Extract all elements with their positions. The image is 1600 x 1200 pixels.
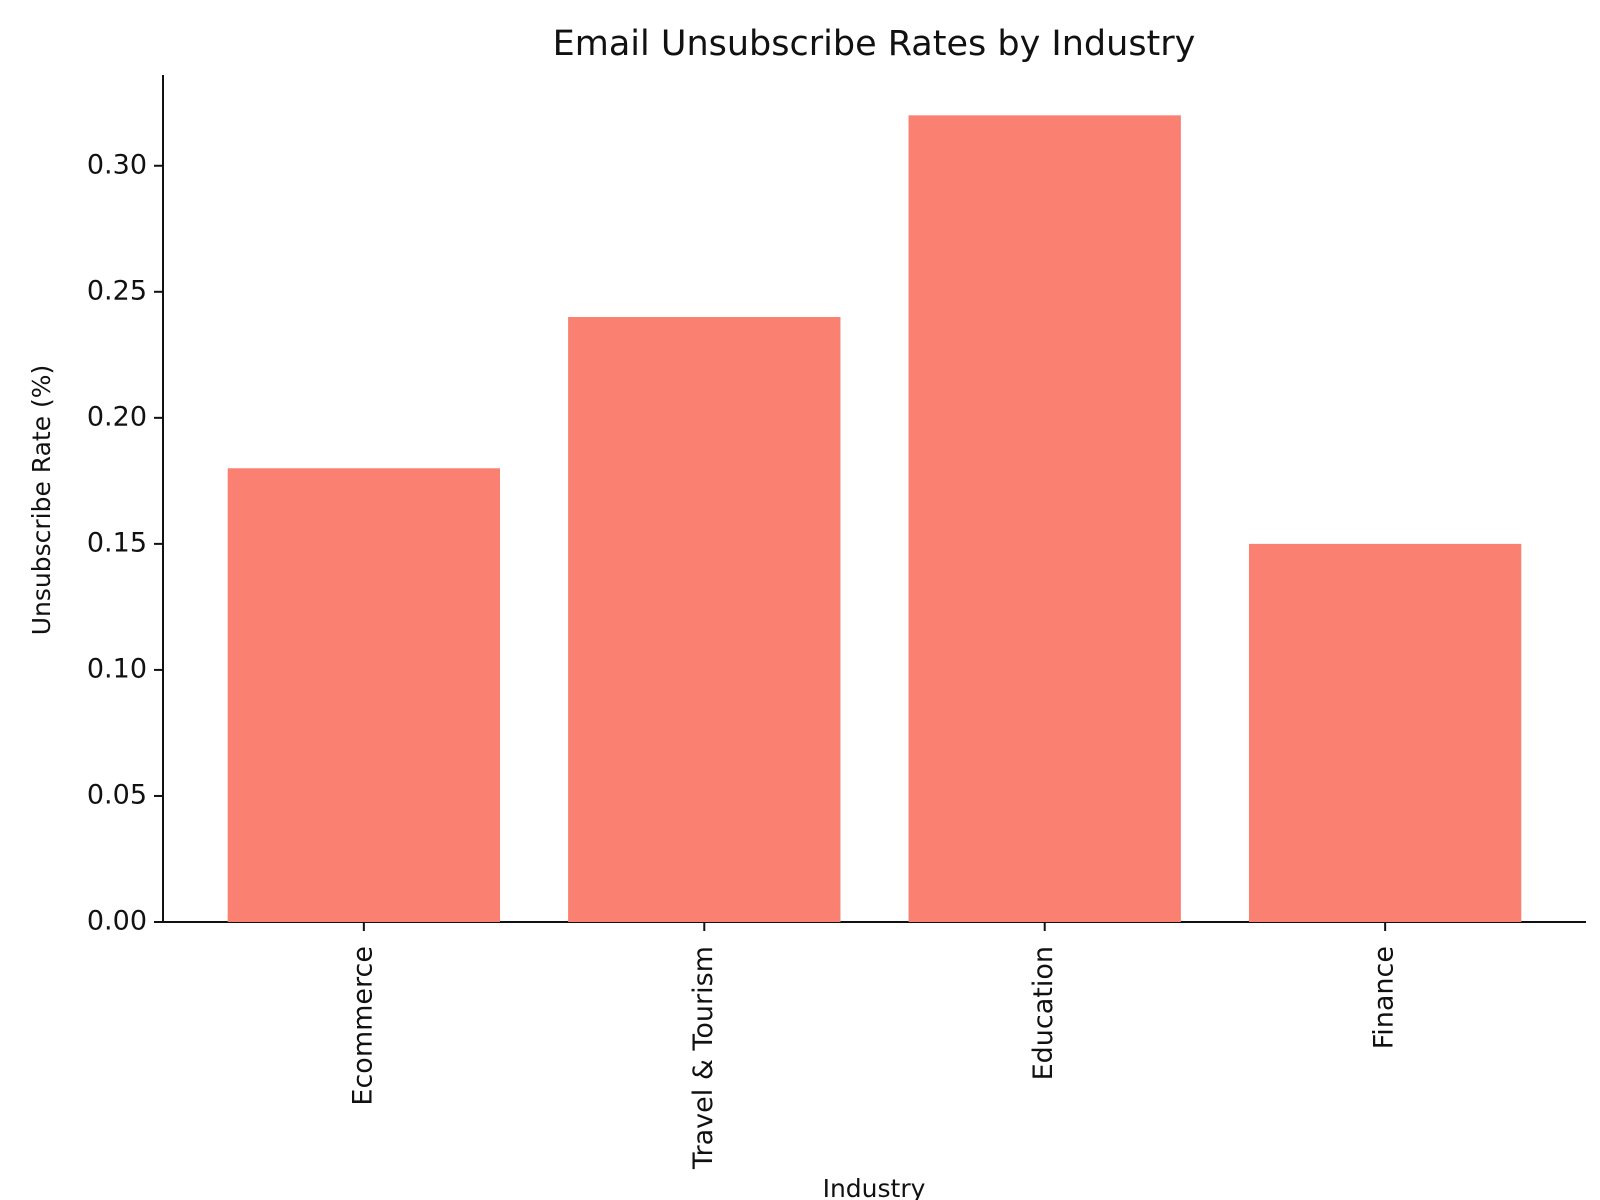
- chart-title: Email Unsubscribe Rates by Industry: [553, 24, 1196, 64]
- y-tick-label: 0.00: [87, 906, 147, 937]
- bar: [908, 115, 1181, 923]
- y-tick-label: 0.25: [87, 275, 147, 306]
- x-axis-label: Industry: [823, 1174, 926, 1200]
- bar: [568, 317, 841, 922]
- x-tick-label: Education: [1028, 946, 1059, 1080]
- y-tick-label: 0.05: [87, 779, 147, 810]
- y-axis-label: Unsubscribe Rate (%): [27, 365, 56, 636]
- x-tick-label: Ecommerce: [347, 946, 378, 1106]
- y-tick-label: 0.20: [87, 401, 147, 432]
- bar: [227, 468, 501, 922]
- x-tick-label: Finance: [1369, 946, 1400, 1049]
- bar: [1248, 543, 1522, 922]
- y-tick-label: 0.10: [87, 653, 147, 684]
- y-tick-label: 0.15: [87, 527, 147, 558]
- y-tick-label: 0.30: [87, 149, 147, 180]
- x-tick-label: Travel & Tourism: [688, 946, 719, 1170]
